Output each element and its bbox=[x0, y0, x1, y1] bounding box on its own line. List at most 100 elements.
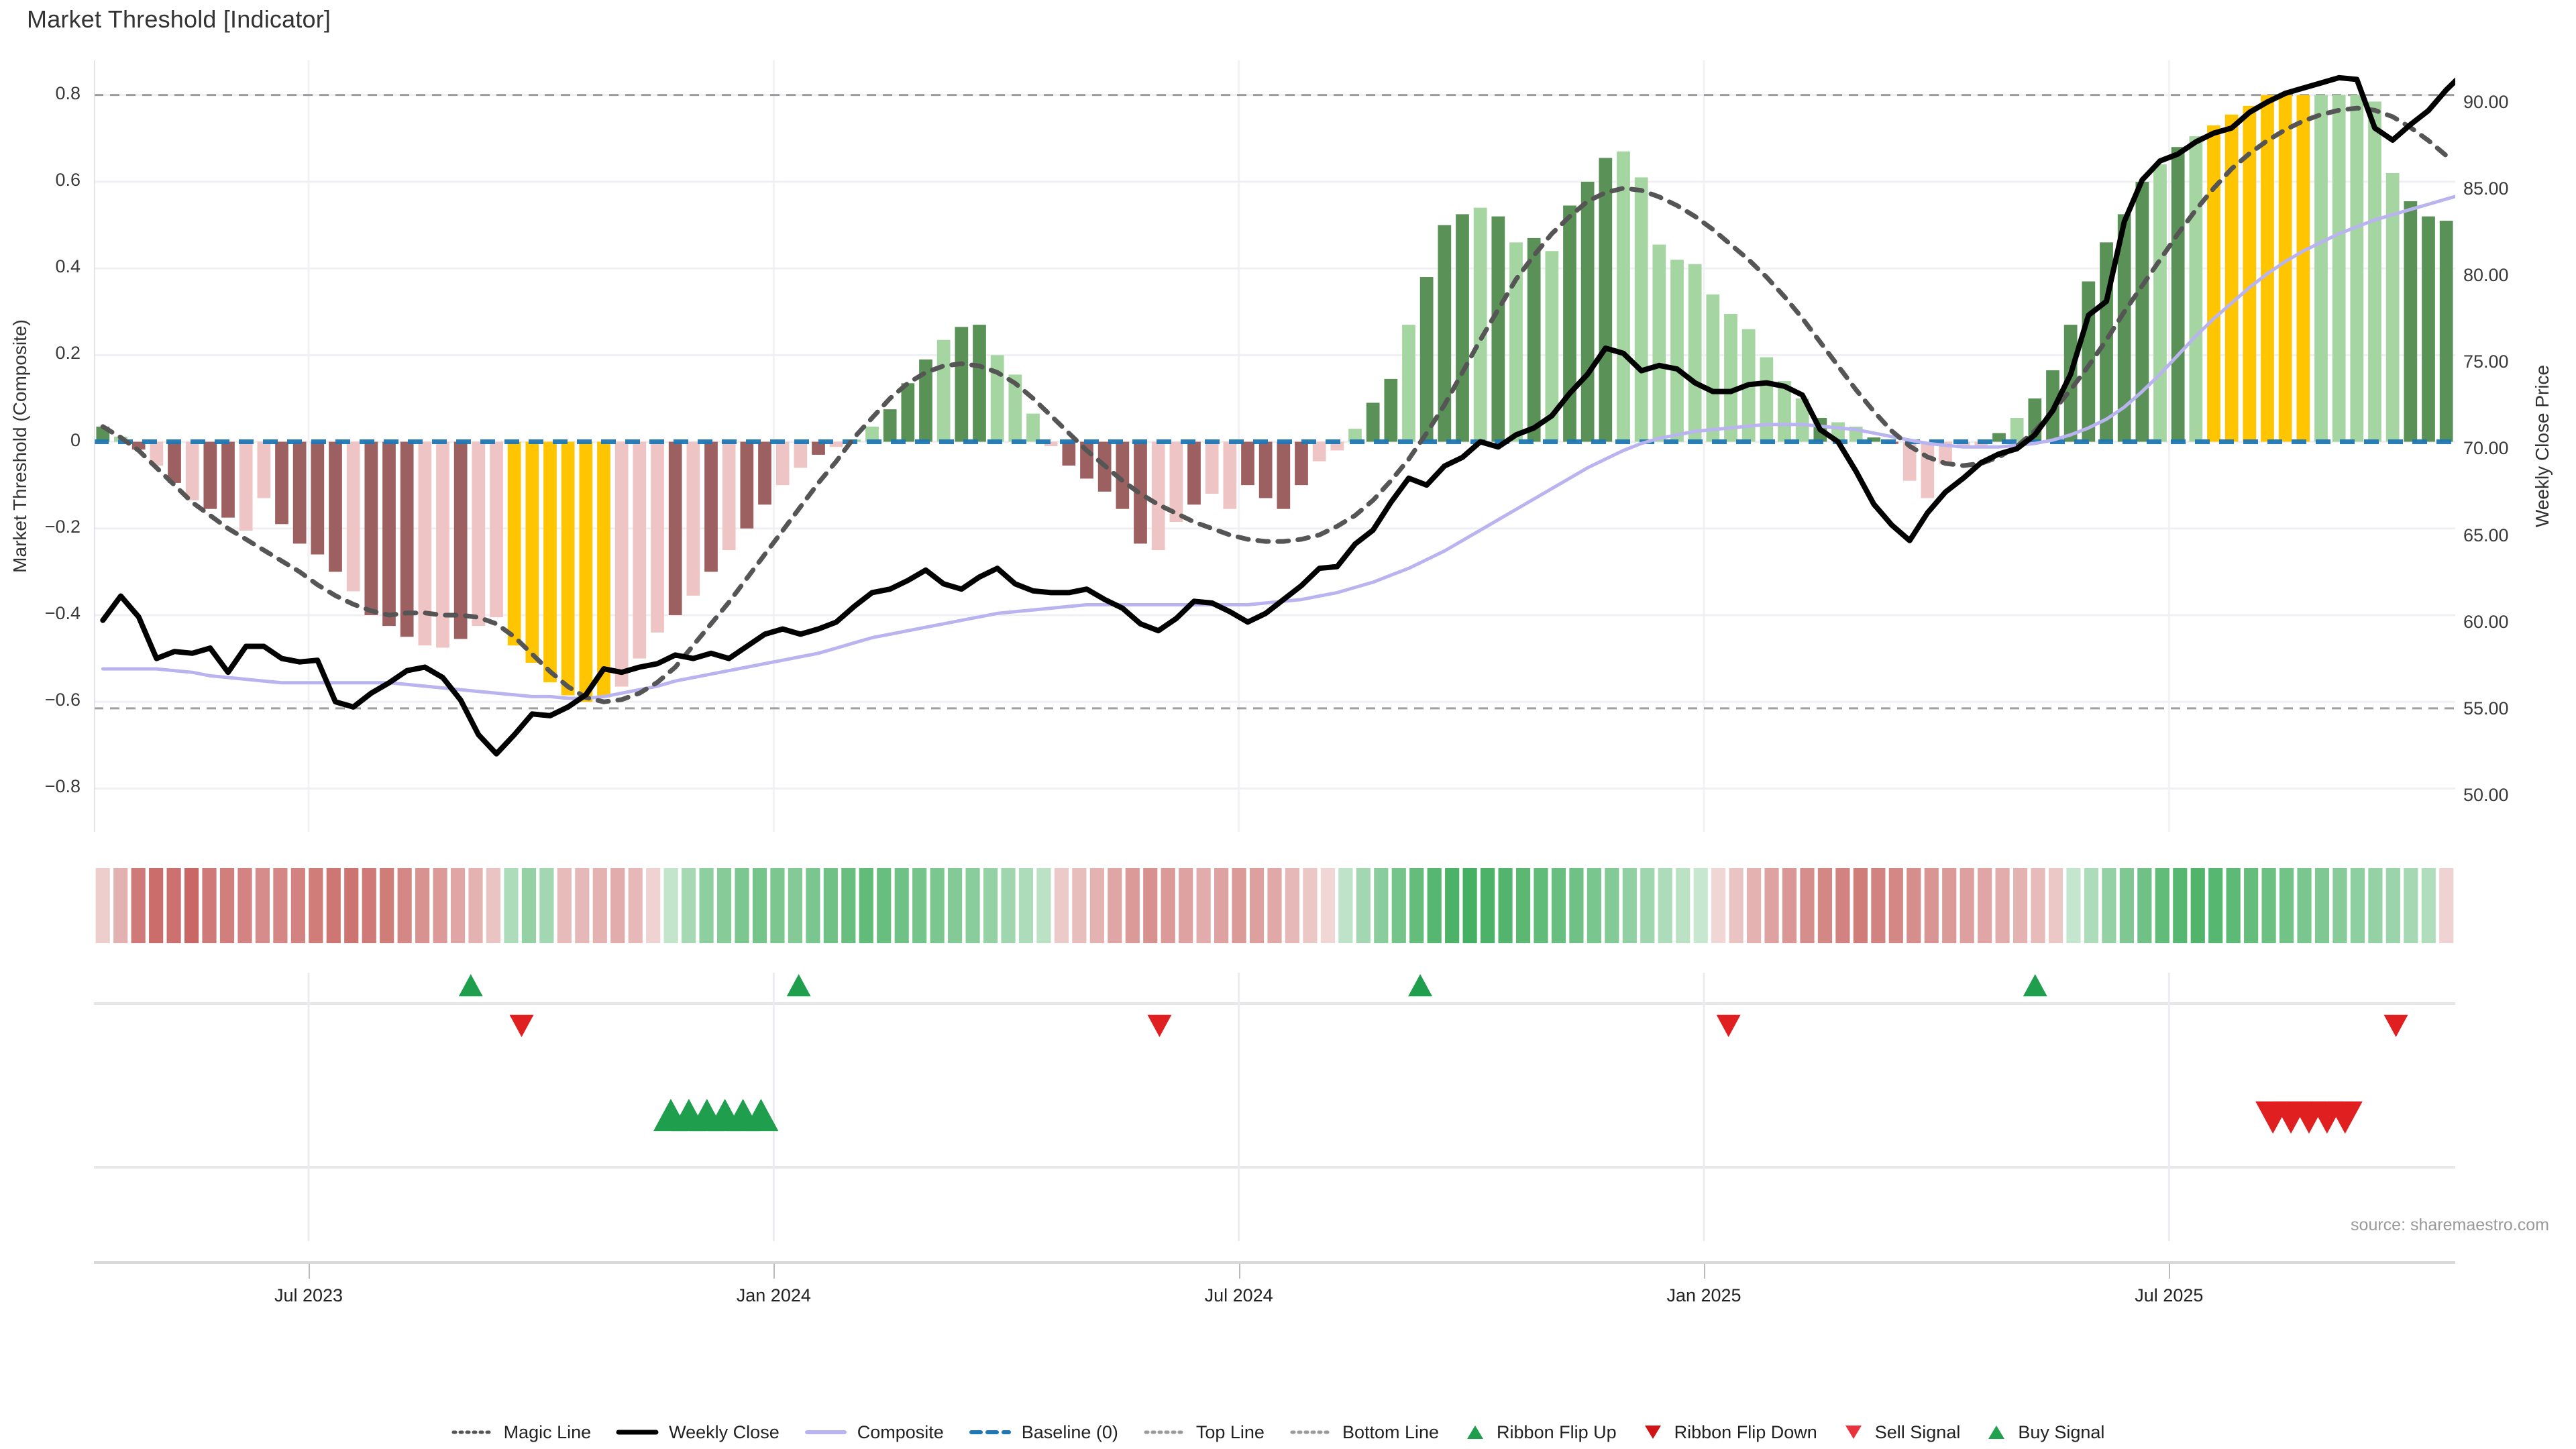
legend-item[interactable]: Buy Signal bbox=[1983, 1422, 2104, 1443]
ribbon-cell bbox=[1711, 868, 1726, 943]
x-axis-line bbox=[94, 1261, 2455, 1264]
line-glyph bbox=[1290, 1430, 1332, 1434]
ribbon-cell bbox=[2137, 868, 2152, 943]
histogram-bar bbox=[1241, 441, 1254, 486]
legend-item[interactable]: Weekly Close bbox=[614, 1422, 780, 1443]
histogram-bar bbox=[883, 409, 897, 442]
ribbon-cell bbox=[2190, 868, 2205, 943]
ribbon-cell bbox=[2084, 868, 2099, 943]
ribbon-cell bbox=[877, 868, 892, 943]
triangle-up-icon bbox=[1462, 1424, 1489, 1441]
ribbon-cell bbox=[1232, 868, 1246, 943]
histogram-bar bbox=[1312, 441, 1326, 462]
marker-glyph bbox=[1988, 1426, 2005, 1439]
histogram-bar bbox=[2385, 172, 2400, 442]
right-axis-label-text: Weekly Close Price bbox=[2532, 364, 2553, 528]
histogram-bar bbox=[382, 441, 396, 627]
histogram-bar bbox=[1527, 237, 1541, 442]
histogram-bar bbox=[364, 441, 378, 615]
histogram-bar bbox=[955, 327, 969, 442]
ribbon-cell bbox=[1569, 868, 1584, 943]
marker-glyph bbox=[1644, 1426, 1661, 1439]
ribbon-cell bbox=[1676, 868, 1690, 943]
ribbon-cell bbox=[983, 868, 998, 943]
ribbon-cell bbox=[2368, 868, 2383, 943]
legend-item-label: Bottom Line bbox=[1342, 1421, 1440, 1442]
histogram-bar bbox=[1902, 441, 1917, 481]
legend-item-label: Magic Line bbox=[503, 1421, 592, 1442]
x-tick-label: Jul 2023 bbox=[274, 1285, 343, 1305]
histogram-bar bbox=[203, 441, 217, 509]
histogram-bar bbox=[1348, 429, 1362, 442]
ribbon-cell bbox=[1143, 868, 1158, 943]
ribbon-cell bbox=[504, 868, 519, 943]
x-tick-mark bbox=[1704, 1264, 1705, 1279]
ribbon-cell bbox=[735, 868, 749, 943]
legend-item[interactable]: Magic Line bbox=[449, 1421, 592, 1443]
legend-item[interactable]: Bottom Line bbox=[1287, 1422, 1439, 1443]
triangle-shape bbox=[1644, 1426, 1661, 1439]
histogram-bar bbox=[758, 441, 771, 505]
histogram-bar bbox=[1670, 260, 1684, 442]
histogram-bar bbox=[507, 441, 521, 646]
ribbon-cell bbox=[2439, 868, 2454, 943]
x-tick-label: Jan 2025 bbox=[1666, 1285, 1741, 1305]
histogram-bar bbox=[1402, 325, 1415, 442]
ribbon-cell bbox=[2102, 868, 2116, 943]
ribbon-cell bbox=[2031, 868, 2045, 943]
histogram-bar bbox=[543, 441, 557, 683]
histogram-bar bbox=[2422, 216, 2435, 442]
ribbon-cell bbox=[380, 868, 394, 943]
histogram-bar bbox=[794, 441, 808, 468]
line-glyph bbox=[804, 1430, 847, 1434]
ribbon-cell bbox=[1249, 868, 1265, 943]
histogram-bar bbox=[1545, 251, 1559, 442]
ribbon-cell bbox=[1817, 868, 1833, 943]
legend-item[interactable]: Ribbon Flip Up bbox=[1462, 1422, 1617, 1443]
legend-item-label: Top Line bbox=[1195, 1421, 1265, 1442]
y-tick-left: 0.4 bbox=[55, 256, 80, 277]
marker-glyph bbox=[1845, 1426, 1862, 1439]
ribbon-cell bbox=[309, 868, 323, 943]
ribbon-cell bbox=[806, 868, 820, 943]
ribbon-cell bbox=[397, 868, 412, 943]
ribbon-cell bbox=[2279, 868, 2294, 943]
line-glyph bbox=[969, 1430, 1011, 1434]
ribbon-cell bbox=[1764, 868, 1779, 943]
ribbon-cell bbox=[1409, 868, 1424, 943]
histogram-bar bbox=[1491, 216, 1505, 442]
legend-item[interactable]: Composite bbox=[802, 1422, 944, 1443]
legend-item[interactable]: Sell Signal bbox=[1840, 1422, 1960, 1443]
ribbon-cell bbox=[219, 868, 235, 943]
histogram-bar bbox=[2261, 95, 2274, 442]
histogram-bar bbox=[1277, 441, 1291, 509]
histogram-bar bbox=[2135, 181, 2149, 442]
ribbon-cell bbox=[1924, 868, 1939, 943]
histogram-bar bbox=[1187, 441, 1201, 505]
legend-item[interactable]: Top Line bbox=[1141, 1422, 1265, 1443]
ribbon-cell bbox=[1622, 868, 1637, 943]
histogram-bar bbox=[275, 441, 288, 525]
ribbon-cell bbox=[1054, 868, 1069, 943]
histogram-bar bbox=[2296, 95, 2310, 442]
ribbon-cell bbox=[1942, 868, 1957, 943]
legend-item[interactable]: Baseline (0) bbox=[967, 1422, 1118, 1443]
y-tick-left: −0.2 bbox=[44, 516, 80, 537]
histogram-bar bbox=[1438, 225, 1452, 442]
ribbon-cell bbox=[1907, 868, 1921, 943]
ribbon-cell bbox=[1995, 868, 2010, 943]
histogram-bar bbox=[990, 355, 1004, 442]
ribbon-cell bbox=[2208, 868, 2223, 943]
legend-item-label: Baseline (0) bbox=[1021, 1421, 1118, 1442]
histogram-bar bbox=[1778, 381, 1791, 442]
ribbon-cell bbox=[2048, 868, 2063, 943]
ribbon-flip-up-marker bbox=[458, 974, 483, 997]
ribbon-strip-panel bbox=[94, 865, 2455, 946]
ribbon-cell bbox=[912, 868, 927, 943]
histogram-bar bbox=[1634, 177, 1648, 442]
ribbon-cell bbox=[1800, 868, 1815, 943]
x-tick-mark bbox=[1238, 1264, 1240, 1279]
legend-item[interactable]: Ribbon Flip Down bbox=[1640, 1422, 1817, 1443]
ribbon-cell bbox=[1747, 868, 1762, 943]
histogram-bar bbox=[597, 441, 610, 698]
